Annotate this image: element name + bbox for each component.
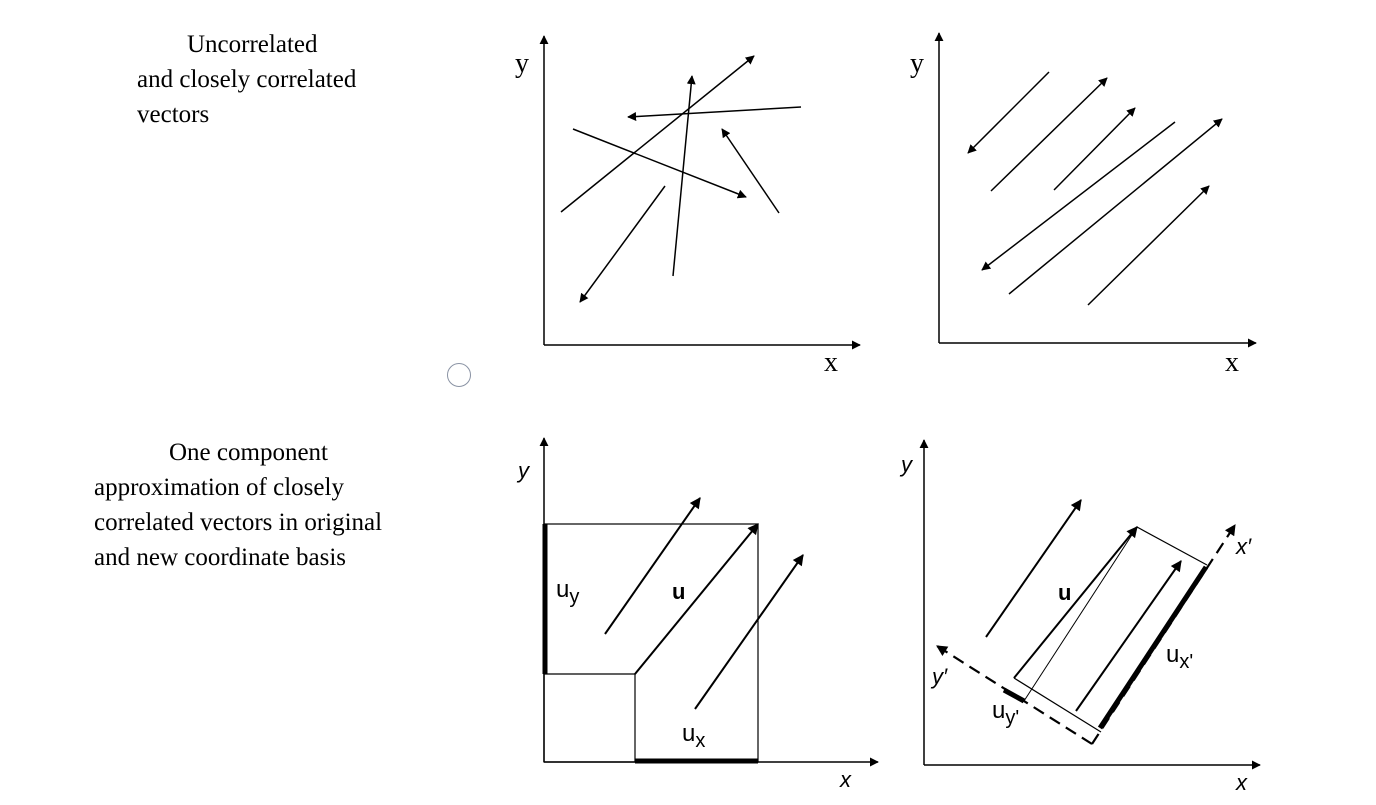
projection-guide xyxy=(544,673,636,762)
vector-arrow xyxy=(981,121,1176,271)
vector-arrow xyxy=(1087,185,1210,306)
vector-arrow xyxy=(1008,118,1223,295)
vector-arrow xyxy=(967,71,1050,154)
uy-main: u xyxy=(556,576,569,603)
vector-arrow xyxy=(721,128,780,214)
ux-main: u xyxy=(682,720,695,747)
u-label: u xyxy=(672,579,685,604)
vector-arrow xyxy=(1053,107,1136,191)
ux-prime-bar xyxy=(1097,565,1209,730)
x-axis-label: x xyxy=(1225,347,1239,378)
u-vector xyxy=(634,523,759,675)
panel-new-basis xyxy=(919,439,1261,770)
x-axis-label: x xyxy=(1235,770,1248,795)
vector-arrow xyxy=(1075,560,1182,712)
u-label: u xyxy=(1058,580,1071,605)
radio-button[interactable] xyxy=(447,363,471,387)
y-axis-label: y xyxy=(516,458,531,483)
panel-uncorrelated xyxy=(539,35,861,350)
vector-arrow xyxy=(579,185,666,303)
caption-uncorrelated: Uncorrelated and closely correlated vect… xyxy=(137,31,357,128)
projection-line xyxy=(1023,526,1138,702)
vector-arrow xyxy=(572,128,747,199)
projection-box xyxy=(543,523,759,763)
vector-arrow xyxy=(672,75,696,277)
vector-arrow xyxy=(694,554,804,710)
y-prime-label: y′ xyxy=(930,664,948,689)
uy-prime-main: u xyxy=(992,697,1005,724)
vector-arrow xyxy=(604,497,701,635)
x-axis-label: x xyxy=(824,347,838,378)
vector-arrow xyxy=(985,499,1082,638)
uy-label: uy xyxy=(556,576,579,608)
ux-prime-subscript: x' xyxy=(1179,651,1193,673)
uy-prime-label: uy' xyxy=(992,697,1019,729)
ux-prime-label: ux' xyxy=(1166,641,1193,673)
panel-correlated xyxy=(934,32,1257,348)
y-axis-label: y xyxy=(910,48,924,79)
vector-arrow xyxy=(627,106,802,122)
y-axis-label: y xyxy=(899,452,914,477)
uy-subscript: y xyxy=(569,586,579,608)
ux-label: ux xyxy=(682,720,705,752)
projection-box xyxy=(1013,526,1208,733)
y-axis-label: y xyxy=(515,48,529,79)
vector-arrow xyxy=(990,77,1108,192)
vector-arrow xyxy=(560,55,755,213)
ux-prime-main: u xyxy=(1166,641,1179,668)
ux-subscript: x xyxy=(695,730,705,752)
caption-one-component: One component approximation of closely c… xyxy=(94,439,383,571)
panel-original-basis xyxy=(539,437,879,767)
x-axis-label: x xyxy=(839,767,852,792)
u-vector xyxy=(1013,526,1138,679)
uy-prime-bar xyxy=(1002,687,1026,704)
y-prime-axis xyxy=(936,645,1093,745)
x-prime-label: x′ xyxy=(1235,534,1252,559)
uy-prime-subscript: y' xyxy=(1005,707,1019,729)
